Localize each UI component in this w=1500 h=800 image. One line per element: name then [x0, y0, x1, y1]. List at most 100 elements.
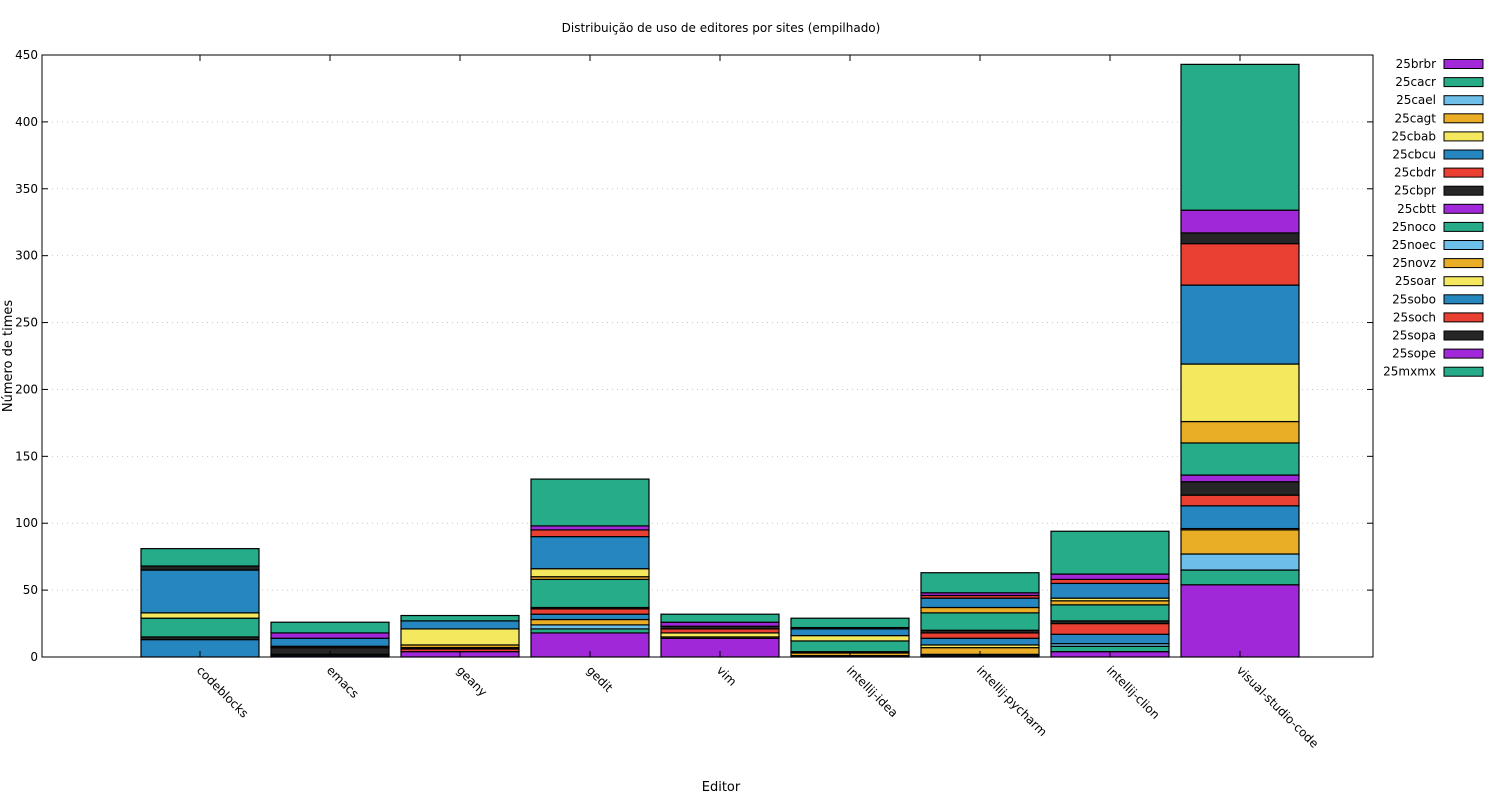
bar-segment-25cbdr-intellij-pycharm — [920, 632, 1040, 639]
legend-swatch-25cbcu — [1443, 149, 1484, 160]
bar-segment-25soar-intellij-idea — [790, 634, 910, 642]
x-axis-label: Editor — [702, 780, 741, 795]
x-tick-label: vim — [714, 663, 740, 689]
bar-segment-25cbdr-visual-studio-code — [1180, 494, 1300, 507]
plot-frame — [41, 54, 1374, 658]
legend-swatch-25noco — [1443, 221, 1484, 232]
bar-segment-25cbtt-visual-studio-code — [1180, 474, 1300, 483]
bar-segment-25sope-gedit — [530, 525, 650, 531]
bar-segment-25cbcu-visual-studio-code — [1180, 505, 1300, 530]
bar-segment-25sobo-intellij-clion — [1050, 582, 1170, 599]
bar-segment-25cbcu-gedit — [530, 613, 650, 621]
bar-segment-25soch-visual-studio-code — [1180, 243, 1300, 286]
x-tick-label: intellij-pycharm — [974, 663, 1050, 739]
bar-segment-25cbab-vim — [660, 632, 780, 638]
bar-segment-25sopa-codeblocks — [140, 565, 260, 571]
y-tick-label: 150 — [15, 449, 38, 463]
bar-segment-25noco-intellij-idea — [790, 640, 910, 653]
bar-segment-25cacr-gedit — [530, 628, 650, 634]
bar-segment-25sopa-visual-studio-code — [1180, 232, 1300, 245]
bar-segment-25mxmx-intellij-clion — [1050, 530, 1170, 575]
legend-label: 25sobo — [1392, 292, 1436, 306]
legend-swatch-25mxmx — [1443, 366, 1484, 377]
legend-label: 25cagt — [1394, 111, 1436, 125]
bar-segment-25cacr-intellij-clion — [1050, 645, 1170, 653]
x-tick-label: visual-studio-code — [1234, 663, 1321, 750]
x-tick-label: intellij-idea — [844, 663, 901, 720]
y-tick-label: 350 — [15, 182, 38, 196]
bar-segment-25sobo-intellij-pycharm — [920, 597, 1040, 609]
legend-label: 25soar — [1395, 274, 1436, 288]
legend-swatch-25sopa — [1443, 330, 1484, 341]
legend-swatch-25cbdr — [1443, 167, 1484, 178]
bar-segment-25sope-intellij-clion — [1050, 573, 1170, 581]
bar-segment-25sobo-visual-studio-code — [1180, 284, 1300, 365]
bar-segment-25mxmx-codeblocks — [140, 548, 260, 567]
bar-segment-25sobo-geany — [400, 620, 520, 630]
chart-title: Distribuição de uso de editores por site… — [562, 21, 881, 35]
legend-swatch-25cbab — [1443, 131, 1484, 142]
bar-segment-25cbdr-vim — [660, 628, 780, 634]
legend-label: 25novz — [1392, 256, 1436, 270]
legend-swatch-25soar — [1443, 276, 1484, 287]
bar-segment-25noco-intellij-pycharm — [920, 612, 1040, 631]
bar-segment-25soar-visual-studio-code — [1180, 363, 1300, 423]
legend-swatch-25cacr — [1443, 77, 1484, 88]
y-tick-label: 0 — [30, 650, 38, 664]
bar-segment-25cagt-gedit — [530, 618, 650, 626]
bar-segment-25sobo-codeblocks — [140, 569, 260, 614]
bar-segment-25soch-gedit — [530, 529, 650, 538]
y-axis-label: Número de times — [1, 300, 16, 413]
bar-segment-25noco-codeblocks — [140, 617, 260, 638]
bar-segment-25soar-gedit — [530, 568, 650, 578]
legend-label: 25cbdr — [1394, 166, 1436, 180]
bar-segment-25noco-gedit — [530, 578, 650, 609]
bar-segment-25mxmx-intellij-pycharm — [920, 572, 1040, 594]
legend-swatch-25brbr — [1443, 59, 1484, 69]
legend-label: 25cbcu — [1392, 148, 1436, 162]
bar-segment-25cbdr-intellij-clion — [1050, 622, 1170, 635]
x-tick-label: gedit — [584, 663, 616, 695]
bar-segment-25cael-gedit — [530, 624, 650, 630]
bar-segment-25novz-visual-studio-code — [1180, 420, 1300, 444]
bar-segment-25sobo-emacs — [270, 637, 390, 647]
bar-segment-25cbdr-gedit — [530, 608, 650, 615]
legend-label: 25cbab — [1392, 129, 1436, 143]
bar-segment-25cbcu-intellij-pycharm — [920, 637, 1040, 646]
bar-segment-25mxmx-geany — [400, 614, 520, 622]
legend-label: 25sopa — [1392, 329, 1436, 343]
bar-segment-25novz-intellij-pycharm — [920, 606, 1040, 614]
bar-segment-25brbr-visual-studio-code — [1180, 584, 1300, 658]
legend-label: 25noco — [1392, 220, 1436, 234]
legend-swatch-25cbtt — [1443, 203, 1484, 214]
legend-label: 25noec — [1392, 238, 1436, 252]
y-tick-label: 400 — [15, 115, 38, 129]
legend-swatch-25cael — [1443, 95, 1484, 106]
y-tick-label: 100 — [15, 516, 38, 530]
bar-segment-25soar-geany — [400, 628, 520, 646]
bar-segment-25mxmx-gedit — [530, 478, 650, 527]
bar-segment-25sobo-intellij-idea — [790, 628, 910, 637]
legend-label: 25soch — [1393, 310, 1436, 324]
bar-segment-25cbcu-intellij-clion — [1050, 633, 1170, 645]
legend-label: 25cacr — [1395, 75, 1436, 89]
legend-swatch-25sope — [1443, 348, 1484, 359]
bar-segment-25soar-codeblocks — [140, 612, 260, 619]
legend-swatch-25noec — [1443, 240, 1484, 250]
bar-segment-25cacr-visual-studio-code — [1180, 569, 1300, 586]
y-tick-label: 300 — [15, 249, 38, 263]
bar-segment-25cbtt-vim — [660, 621, 780, 627]
y-tick-label: 200 — [15, 382, 38, 396]
legend-label: 25cbtt — [1397, 202, 1436, 216]
bar-segment-25mxmx-intellij-idea — [790, 617, 910, 629]
bar-segment-25novz-intellij-clion — [1050, 600, 1170, 606]
bar-segment-25sobo-gedit — [530, 535, 650, 570]
legend-swatch-25cagt — [1443, 113, 1484, 124]
bar-segment-25mxmx-visual-studio-code — [1180, 63, 1300, 211]
legend-swatch-25cbpr — [1443, 185, 1484, 196]
bar-segment-25mxmx-vim — [660, 613, 780, 623]
bar-segment-25sope-emacs — [270, 632, 390, 639]
y-tick-label: 50 — [23, 583, 38, 597]
legend-label: 25cael — [1396, 93, 1436, 107]
